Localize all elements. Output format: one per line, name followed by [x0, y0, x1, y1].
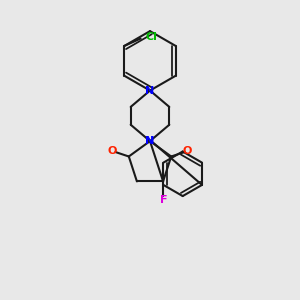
Text: O: O	[108, 146, 117, 155]
Text: N: N	[146, 136, 154, 146]
Text: Cl: Cl	[145, 32, 157, 42]
Text: F: F	[160, 195, 167, 205]
Text: N: N	[146, 85, 154, 96]
Text: O: O	[183, 146, 192, 155]
Text: N: N	[146, 136, 154, 146]
